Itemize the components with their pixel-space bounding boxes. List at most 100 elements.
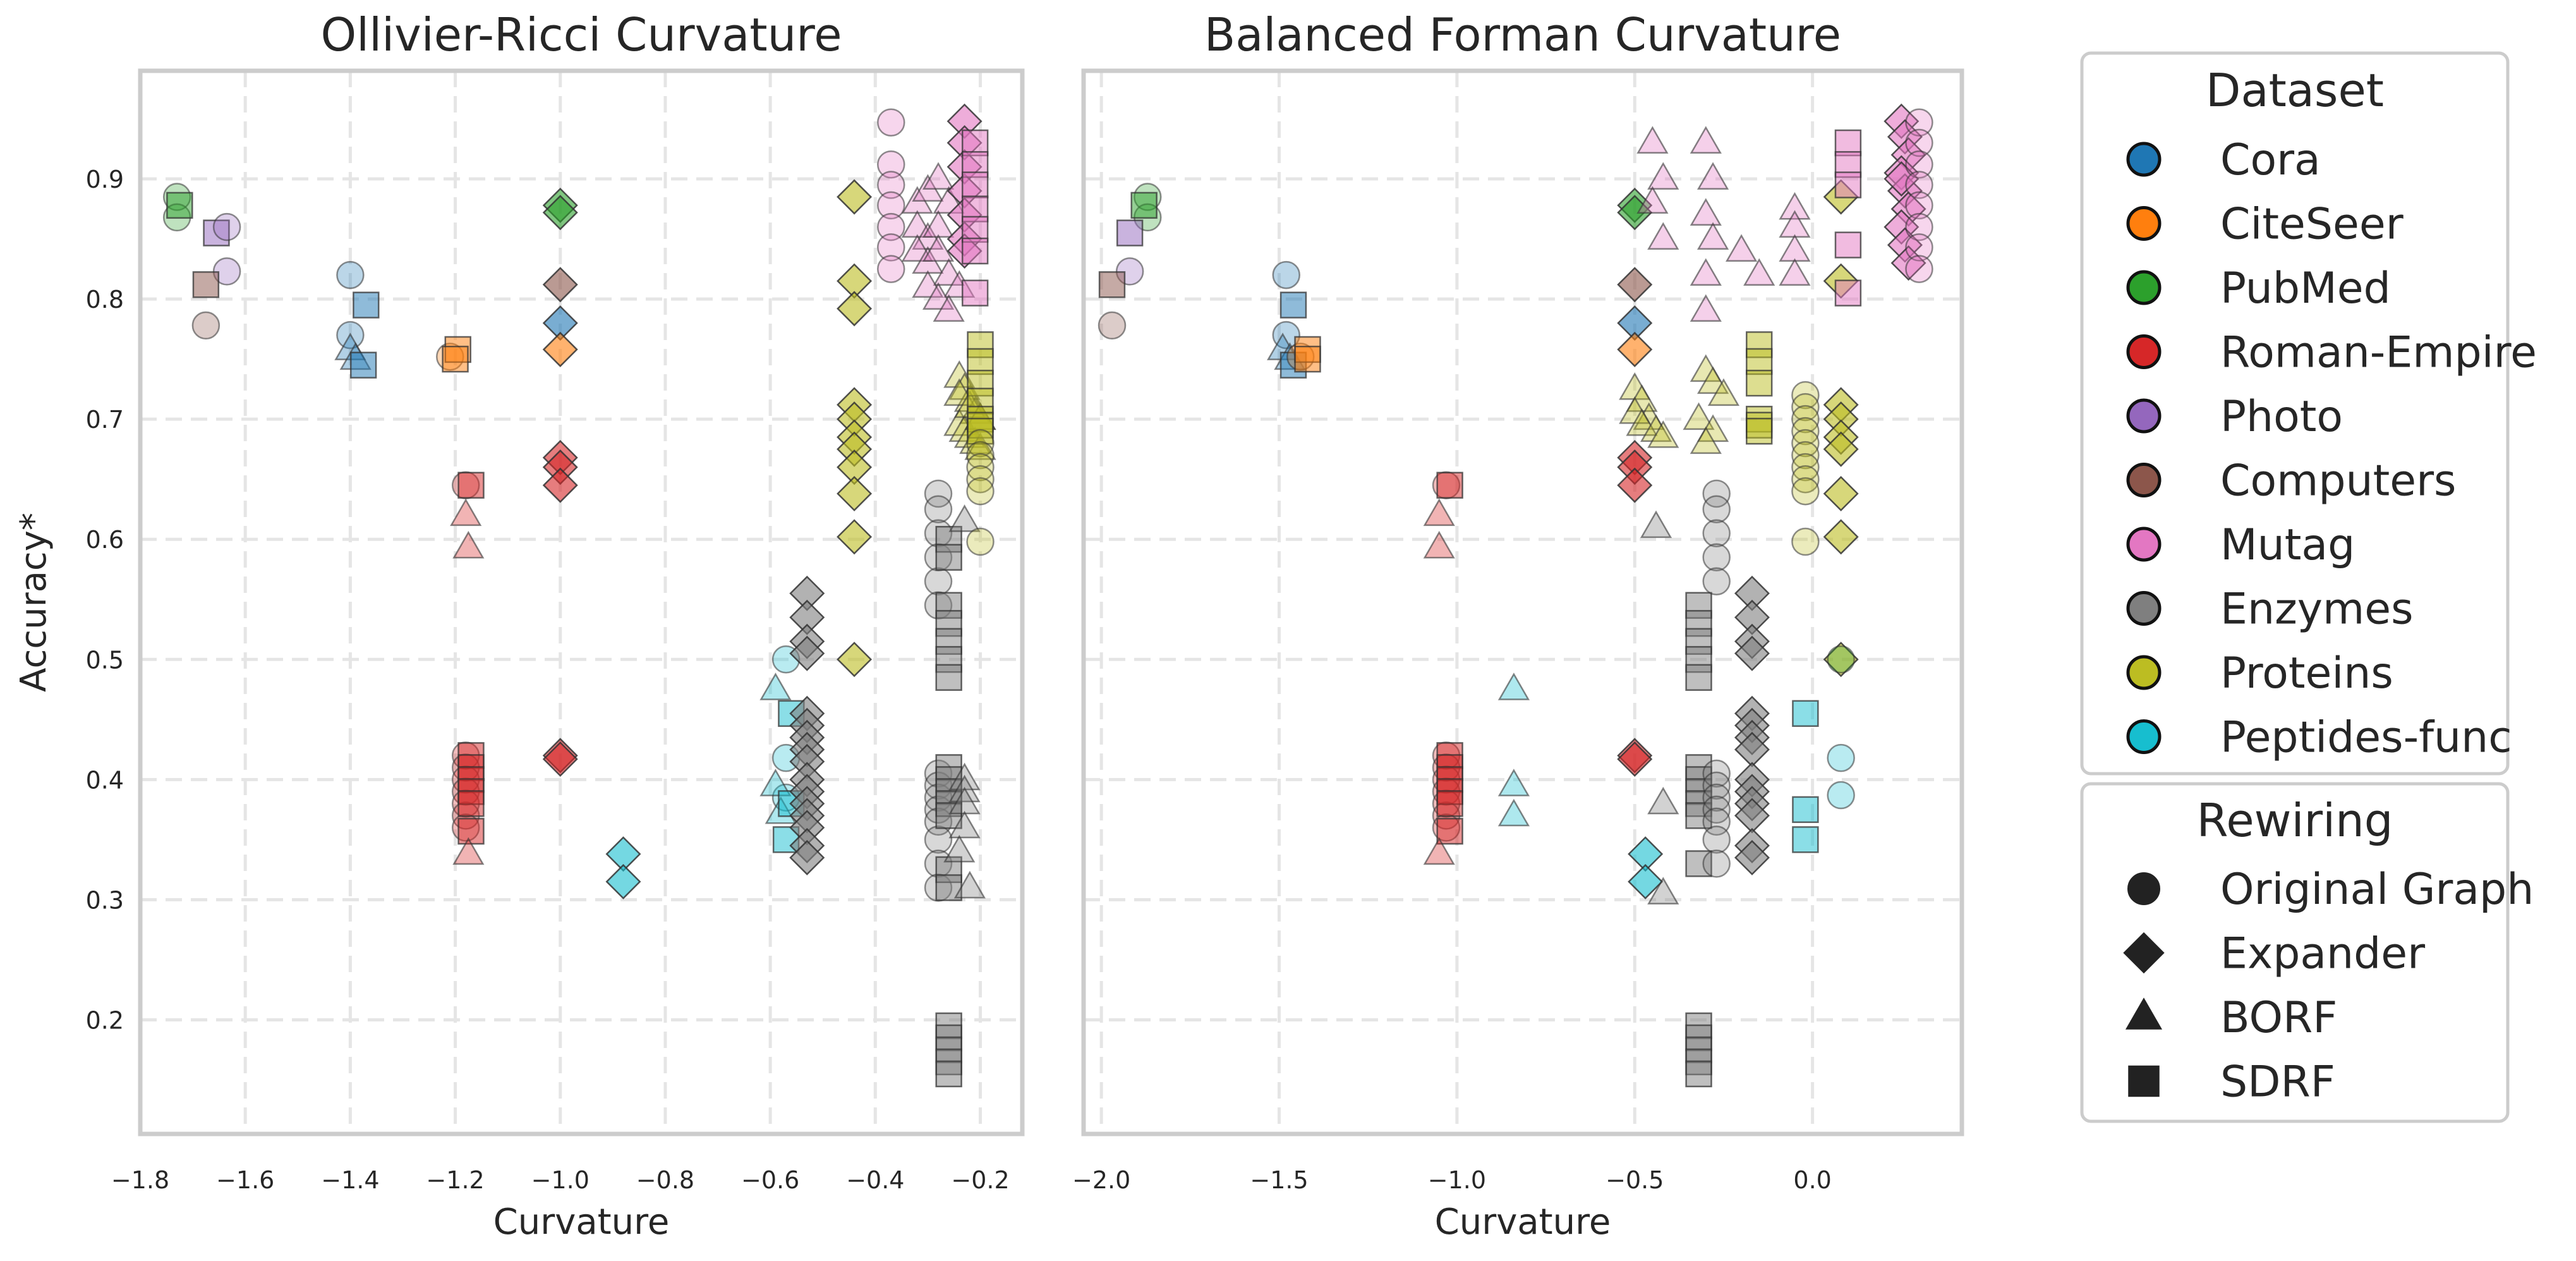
data-point-circle [1702, 759, 1731, 788]
legend-marker-circle-icon [2126, 142, 2162, 177]
data-point-triangle [1696, 222, 1729, 250]
data-point-circle [877, 255, 905, 283]
data-point-circle [1791, 477, 1820, 506]
data-point-square [1436, 817, 1463, 845]
data-point-square [1130, 192, 1158, 219]
legend-entry: Computers [2126, 456, 2456, 506]
data-point-square [1685, 1060, 1712, 1088]
y-tick-label: 0.9 [86, 166, 124, 193]
data-point-diamond [1823, 642, 1859, 678]
data-point-triangle [1683, 402, 1715, 430]
data-point-square [1685, 664, 1712, 691]
data-point-circle [924, 495, 953, 523]
data-point-triangle [1647, 786, 1679, 815]
legend-entry: Mutag [2126, 520, 2355, 570]
legend-entry: Enzymes [2126, 585, 2414, 635]
legend-marker-circle-icon [2126, 591, 2162, 626]
data-point-square [962, 237, 989, 265]
legend-marker-circle-icon [2126, 655, 2162, 690]
data-point-triangle [1423, 530, 1455, 559]
data-point-circle [877, 108, 905, 137]
data-point-circle [1098, 311, 1127, 340]
x-tick-label: −0.6 [741, 1166, 799, 1194]
legend-entries: Original Graph Expander BORF SDRF [2123, 865, 2534, 1107]
panel-ollivier-ricci: Ollivier-Ricci Curvature −1.8 −1.6 −1.4 −1.… [13, 8, 1025, 1243]
data-point-square [1792, 826, 1819, 853]
legend-marker-circle-icon [2126, 334, 2162, 369]
legend-marker-circle-icon [2126, 398, 2162, 434]
data-point-triangle [948, 810, 981, 839]
x-tick-label: −1.5 [1250, 1166, 1308, 1194]
data-point-square [935, 664, 962, 691]
data-point-triangle [1647, 420, 1679, 448]
data-points [162, 103, 996, 1088]
legend-label: Roman-Empire [2220, 328, 2537, 378]
data-point-triangle [1497, 798, 1530, 827]
data-point-square [1834, 231, 1862, 259]
plot-frame [138, 68, 1025, 1136]
data-point-circle [1702, 783, 1731, 812]
data-point-triangle [1640, 414, 1672, 442]
data-point-circle [1791, 405, 1820, 434]
data-point-square [353, 291, 380, 319]
legend-label: Computers [2220, 456, 2456, 506]
x-tick-label: −1.2 [426, 1166, 484, 1194]
data-point-circle [1905, 171, 1933, 199]
data-point-circle [1702, 479, 1731, 508]
panel-balanced-forman: Balanced Forman Curvature −2.0 −1.5 −1.0 −0… [1072, 8, 1964, 1243]
x-tick-labels: −1.8 −1.6 −1.4 −1.2 −1.0 −0.8 −0.6 −0.4 −0.2 [111, 1166, 1010, 1194]
data-point-circle [1791, 381, 1820, 410]
legend-label: CiteSeer [2220, 200, 2404, 250]
data-point-diamond [837, 519, 873, 555]
data-point-square [935, 802, 962, 829]
data-point-triangle [759, 673, 792, 700]
y-tick-label: 0.3 [86, 886, 124, 914]
x-tick-label: −0.5 [1605, 1166, 1664, 1194]
data-point-circle [1827, 781, 1855, 810]
x-tick-labels: −2.0 −1.5 −1.0 −0.5 0.0 [1072, 1166, 1832, 1194]
data-point-circle [1827, 743, 1855, 772]
data-point-circle [877, 150, 905, 179]
x-axis-label: Curvature [493, 1202, 670, 1243]
data-point-triangle [1640, 510, 1672, 539]
data-point-triangle [948, 504, 981, 532]
x-axis-label: Curvature [1435, 1202, 1611, 1243]
data-point-square [1792, 700, 1819, 728]
data-point-square [1436, 472, 1463, 499]
data-point-circle [1702, 543, 1731, 571]
data-point-circle [1702, 795, 1731, 824]
data-point-circle [1905, 108, 1933, 137]
data-point-square [192, 271, 220, 298]
data-point-diamond [542, 741, 578, 777]
y-tick-label: 0.6 [86, 526, 124, 554]
data-point-triangle [1636, 126, 1669, 154]
data-point-square [1294, 345, 1321, 373]
data-point-square [967, 417, 994, 445]
data-point-circle [877, 233, 905, 262]
data-point-square [1834, 171, 1862, 198]
data-point-circle [1905, 191, 1933, 220]
data-point-circle [1905, 233, 1933, 262]
data-point-circle [1702, 495, 1731, 523]
legend-entry: Photo [2126, 392, 2343, 442]
data-point-square [935, 1060, 962, 1088]
legend-label: Enzymes [2220, 585, 2414, 635]
data-point-square [349, 351, 377, 379]
legend-marker-circle-icon [2126, 270, 2162, 305]
data-point-diamond [605, 863, 641, 899]
data-point-diamond [542, 467, 578, 503]
x-tick-label: −1.0 [1428, 1166, 1486, 1194]
legend-entry: Proteins [2126, 649, 2393, 698]
x-tick-label: −1.6 [216, 1166, 274, 1194]
data-point-circle [924, 567, 953, 595]
data-point-circle [1791, 465, 1820, 494]
data-point-square [457, 790, 485, 817]
data-point-triangle [922, 162, 955, 190]
legend-marker-circle-icon [2127, 872, 2160, 905]
data-point-triangle [1725, 234, 1758, 262]
y-axis-label: Accuracy* [13, 513, 54, 692]
data-point-triangle [1690, 426, 1722, 454]
legend-marker-circle-icon [2126, 527, 2162, 562]
data-point-circle [1905, 128, 1933, 157]
data-point-circle [966, 441, 995, 470]
